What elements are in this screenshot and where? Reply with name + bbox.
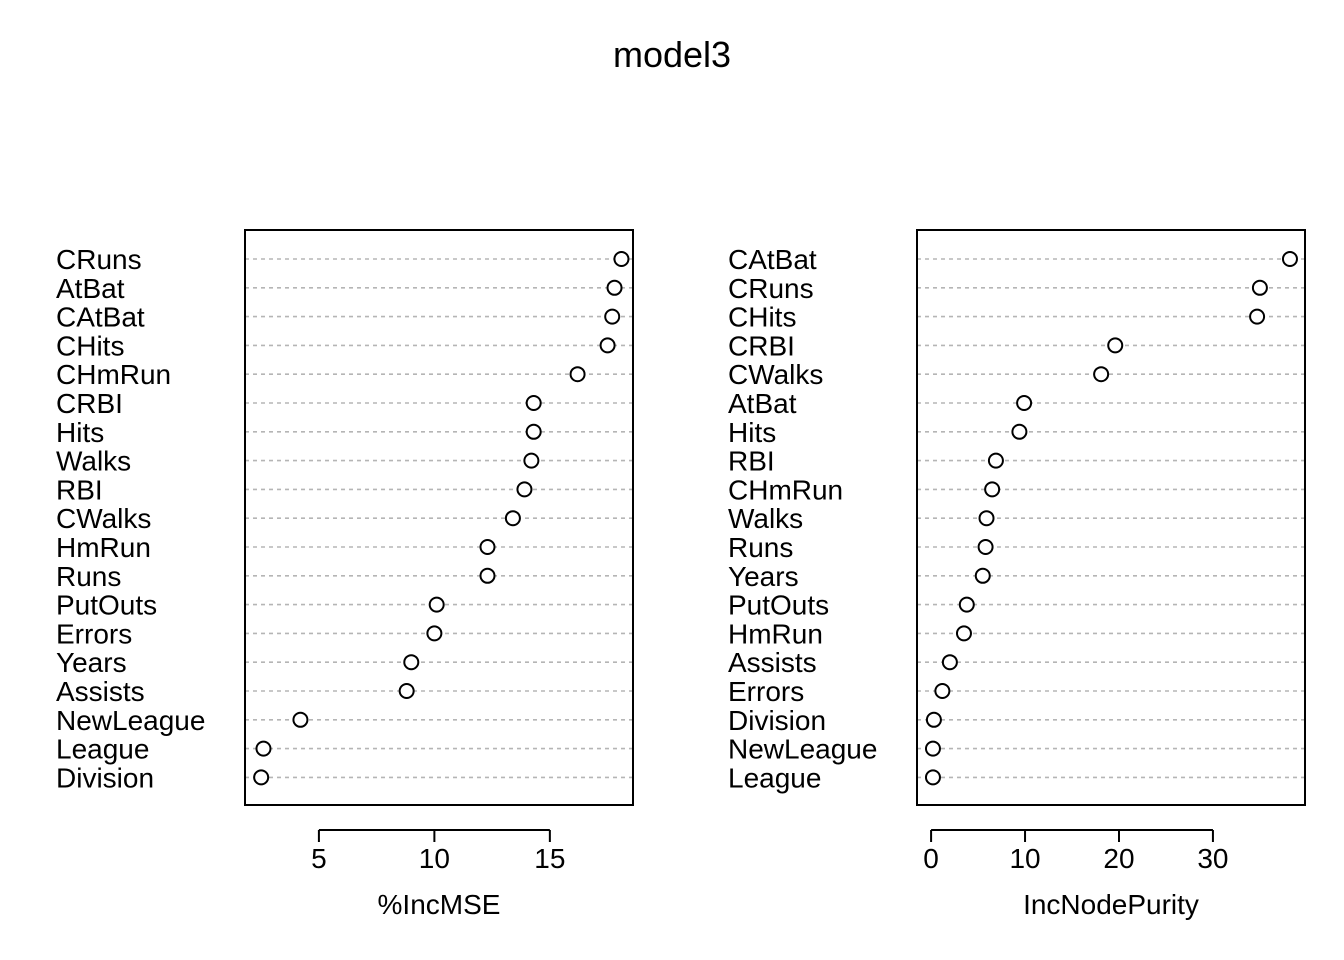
x-tick-label: 10	[1009, 843, 1040, 874]
x-tick-label: 30	[1197, 843, 1228, 874]
variable-label: Years	[56, 647, 127, 678]
x-tick-label: 10	[419, 843, 450, 874]
x-tick-label: 5	[311, 843, 327, 874]
data-point	[955, 625, 972, 642]
data-point	[599, 337, 616, 354]
data-point	[977, 539, 994, 555]
variable-label: RBI	[728, 446, 775, 477]
variable-label: RBI	[56, 474, 103, 505]
variable-label: CWalks	[56, 503, 151, 534]
variable-label: CRBI	[56, 388, 123, 419]
data-point	[253, 769, 270, 786]
data-point	[1107, 337, 1124, 354]
variable-label: Hits	[56, 417, 104, 448]
data-point	[1281, 251, 1298, 267]
data-point	[525, 423, 542, 440]
data-point	[1251, 279, 1268, 296]
variable-label: AtBat	[56, 273, 125, 304]
x-tick-label: 0	[923, 843, 939, 874]
x-tick-label: 20	[1103, 843, 1134, 874]
variable-label: Errors	[56, 618, 132, 649]
data-point	[924, 740, 941, 757]
chart-title: model3	[612, 34, 732, 75]
variable-label: NewLeague	[728, 734, 877, 765]
variable-label: CRBI	[728, 330, 795, 361]
variable-label: CRuns	[56, 244, 142, 275]
variable-label: CAtBat	[56, 302, 145, 333]
variable-label: CHits	[728, 302, 796, 333]
variable-label: Walks	[728, 503, 803, 534]
plot-frame	[916, 229, 1306, 806]
variable-label: CHmRun	[728, 474, 843, 505]
data-point	[403, 654, 420, 671]
variable-label: Assists	[56, 676, 145, 707]
data-point	[1016, 395, 1033, 411]
data-point	[987, 452, 1004, 469]
data-point	[1249, 308, 1266, 325]
data-point	[924, 769, 941, 786]
data-point	[479, 567, 496, 584]
x-axis: 0 10 20 30	[923, 829, 1229, 874]
data-point	[984, 481, 1001, 498]
variable-label: Runs	[728, 532, 793, 563]
variable-label: CHmRun	[56, 359, 171, 390]
data-point	[398, 683, 415, 699]
data-point	[525, 395, 542, 411]
data-point	[516, 481, 533, 498]
variable-label: League	[56, 734, 149, 765]
variable-label: HmRun	[56, 532, 151, 563]
variable-label: Hits	[728, 417, 776, 448]
variable-label: Assists	[728, 647, 817, 678]
data-point	[1011, 423, 1028, 440]
variable-label: CAtBat	[728, 244, 817, 275]
variable-label: CRuns	[728, 273, 814, 304]
data-point	[426, 625, 443, 642]
x-axis: 5 10 15	[311, 829, 565, 874]
panel-1: CRunsAtBatCAtBatCHitsCHmRunCRBIHitsWalks…	[56, 229, 634, 920]
data-point	[934, 683, 951, 699]
x-tick-label: 15	[534, 843, 565, 874]
data-point	[569, 366, 586, 383]
data-point	[613, 251, 630, 267]
variable-label: CWalks	[728, 359, 823, 390]
variable-label: PutOuts	[728, 590, 829, 621]
variable-label: NewLeague	[56, 705, 205, 736]
variable-label: League	[728, 762, 821, 793]
panel-2: CAtBatCRunsCHitsCRBICWalksAtBatHitsRBICH…	[728, 229, 1306, 920]
data-point	[941, 654, 958, 671]
plot-frame	[244, 229, 634, 806]
variable-label: Division	[728, 705, 826, 736]
data-point	[606, 279, 623, 296]
data-point	[978, 510, 995, 527]
data-point	[925, 711, 942, 728]
x-axis-label: IncNodePurity	[1023, 889, 1199, 920]
data-point	[292, 711, 309, 728]
variable-label: CHits	[56, 330, 124, 361]
variable-label: Years	[728, 561, 799, 592]
data-point	[255, 740, 272, 757]
variable-label: PutOuts	[56, 590, 157, 621]
variable-label: Walks	[56, 446, 131, 477]
x-axis-label: %IncMSE	[378, 889, 501, 920]
data-point	[958, 596, 975, 613]
variable-label: HmRun	[728, 618, 823, 649]
data-point	[479, 539, 496, 555]
variable-label: Division	[56, 762, 154, 793]
variable-label: AtBat	[728, 388, 797, 419]
variable-label: Errors	[728, 676, 804, 707]
variable-label: Runs	[56, 561, 121, 592]
data-point	[604, 308, 621, 325]
data-point	[974, 567, 991, 584]
data-point	[523, 452, 540, 469]
data-point	[1093, 366, 1110, 383]
data-point	[428, 596, 445, 613]
data-point	[504, 510, 521, 527]
